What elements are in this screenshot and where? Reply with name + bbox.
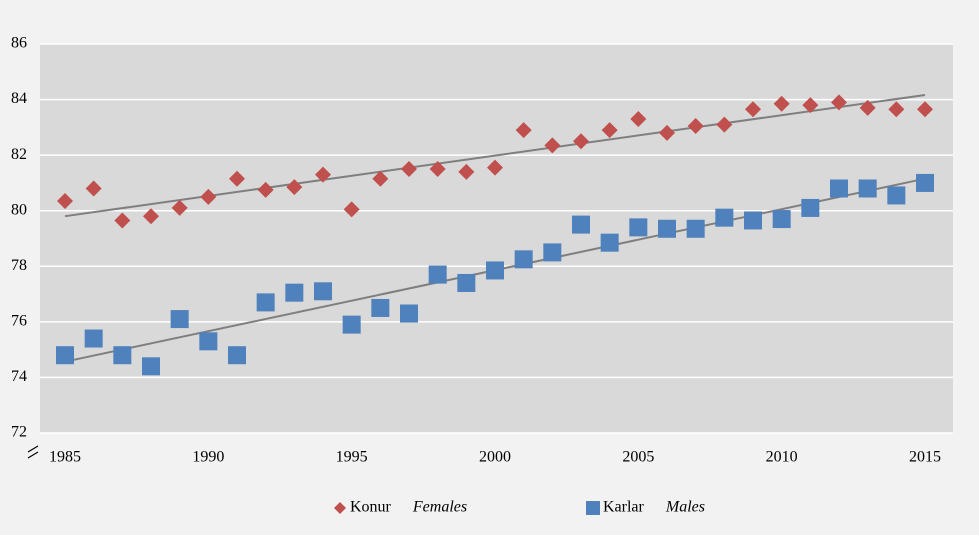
axis-break-mark — [27, 445, 39, 459]
axis-break — [27, 445, 39, 459]
legend-marker — [334, 502, 346, 514]
y-tick-label: 86 — [11, 35, 27, 52]
x-tick-label: 1990 — [192, 449, 224, 466]
point — [888, 101, 905, 118]
point — [114, 212, 131, 229]
y-tick-label: 82 — [11, 146, 27, 163]
point — [543, 243, 562, 262]
point — [113, 346, 132, 365]
plot-area — [40, 44, 953, 433]
legend-label-en: Males — [665, 499, 705, 516]
point — [429, 161, 446, 178]
y-tick-label: 72 — [11, 424, 27, 441]
point — [143, 208, 159, 225]
point — [630, 111, 647, 128]
point — [659, 124, 675, 141]
x-tick-label: 1995 — [336, 449, 368, 466]
point — [686, 219, 705, 238]
point — [257, 181, 274, 198]
y-tick-label: 74 — [11, 368, 27, 385]
x-tick-label: 1985 — [49, 449, 81, 466]
point — [859, 99, 876, 116]
point — [84, 329, 103, 348]
point — [342, 315, 361, 334]
point — [773, 95, 790, 112]
legend-label-en: Females — [412, 499, 467, 516]
point — [85, 180, 102, 197]
point — [285, 283, 304, 302]
x-tick-label: 2015 — [909, 449, 941, 466]
point — [831, 94, 847, 111]
legend-marker — [586, 501, 600, 515]
point — [400, 304, 418, 323]
point — [199, 332, 218, 351]
point — [286, 179, 303, 196]
point — [544, 137, 561, 154]
y-tick-label: 76 — [11, 313, 27, 330]
point — [514, 250, 533, 269]
y-tick-label: 78 — [11, 257, 27, 274]
point — [487, 159, 503, 176]
x-tick-label: 2010 — [766, 449, 798, 466]
point — [772, 210, 791, 229]
point — [371, 298, 390, 317]
point — [372, 170, 389, 187]
point — [228, 346, 246, 365]
point — [428, 265, 447, 284]
point — [572, 215, 590, 234]
point — [715, 208, 734, 227]
point — [916, 173, 934, 192]
legend-label: Karlar — [603, 499, 645, 516]
x-tick-label: 2005 — [622, 449, 654, 466]
point — [314, 282, 332, 301]
point — [57, 192, 73, 209]
point — [745, 101, 761, 118]
point — [142, 357, 160, 376]
point — [515, 122, 532, 139]
point — [801, 198, 820, 217]
point — [917, 101, 933, 118]
point — [315, 166, 331, 183]
point — [229, 170, 245, 187]
point — [802, 97, 819, 114]
point — [200, 188, 217, 205]
x-tick-label: 2000 — [479, 449, 511, 466]
point — [458, 163, 475, 180]
point — [716, 116, 733, 133]
point — [658, 219, 676, 238]
point — [343, 201, 360, 218]
point — [887, 186, 906, 205]
point — [629, 218, 648, 237]
legend-label: Konur — [350, 499, 392, 516]
point — [56, 346, 74, 365]
point — [687, 117, 704, 134]
y-tick-label: 84 — [11, 90, 27, 107]
point — [601, 122, 618, 139]
point — [830, 179, 848, 198]
point — [171, 199, 188, 216]
point — [858, 179, 877, 198]
point — [573, 133, 589, 150]
point — [457, 273, 476, 292]
point — [170, 310, 189, 329]
point — [486, 261, 504, 280]
y-tick-label: 80 — [11, 201, 27, 218]
point — [401, 161, 417, 178]
point — [744, 211, 762, 230]
point — [600, 233, 619, 252]
point — [256, 293, 275, 312]
